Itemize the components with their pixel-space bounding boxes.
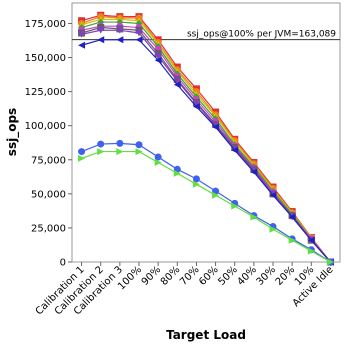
x-tick-label: 70% xyxy=(178,264,202,288)
point xyxy=(307,236,315,244)
point xyxy=(173,77,181,85)
point xyxy=(135,36,143,44)
point xyxy=(78,41,86,49)
y-tick-label: 0 xyxy=(60,258,66,269)
point xyxy=(154,153,162,161)
series-line xyxy=(81,18,331,263)
y-tick-label: 150,000 xyxy=(25,53,66,64)
point xyxy=(154,158,162,166)
y-axis-label: ssj_ops xyxy=(5,108,20,156)
point xyxy=(192,103,200,111)
point xyxy=(231,146,239,154)
point xyxy=(116,36,124,44)
x-tick-label: 60% xyxy=(197,264,221,288)
y-tick-label: 50,000 xyxy=(31,189,66,200)
x-tick-label: 40% xyxy=(235,264,259,288)
y-tick-label: 75,000 xyxy=(31,155,66,166)
reference-label: ssj_ops@100% per JVM=163,089 xyxy=(187,30,336,40)
point xyxy=(116,148,124,156)
point xyxy=(212,123,220,131)
point xyxy=(135,148,143,156)
point xyxy=(326,258,334,266)
point xyxy=(78,148,86,156)
point xyxy=(288,236,296,244)
point xyxy=(212,191,220,199)
point xyxy=(173,81,181,89)
x-tick-label: 30% xyxy=(255,264,279,288)
point xyxy=(135,29,143,37)
y-tick-label: 125,000 xyxy=(25,87,66,98)
y-tick-label: 25,000 xyxy=(31,223,66,234)
point xyxy=(192,100,200,108)
point xyxy=(250,213,258,221)
point xyxy=(97,36,105,44)
point xyxy=(269,225,277,233)
point xyxy=(192,175,200,183)
x-axis-label: Target Load xyxy=(166,328,246,342)
x-tick-label: 20% xyxy=(274,264,298,288)
x-tick-label: 80% xyxy=(159,264,183,288)
point xyxy=(288,213,296,221)
y-tick-label: 100,000 xyxy=(25,121,66,132)
point xyxy=(116,26,124,34)
point xyxy=(307,247,315,255)
point xyxy=(135,141,143,149)
point xyxy=(97,26,105,34)
point xyxy=(78,154,86,162)
point xyxy=(154,52,162,60)
point xyxy=(269,191,277,199)
point xyxy=(173,169,181,177)
y-tick-label: 175,000 xyxy=(25,19,66,30)
point xyxy=(192,180,200,188)
point xyxy=(154,56,162,64)
point xyxy=(97,148,105,156)
point xyxy=(231,202,239,210)
point xyxy=(78,30,86,38)
point xyxy=(97,140,105,148)
point xyxy=(250,168,258,176)
x-tick-label: 50% xyxy=(216,264,240,288)
point xyxy=(116,139,124,147)
x-tick-label: 90% xyxy=(140,264,164,288)
